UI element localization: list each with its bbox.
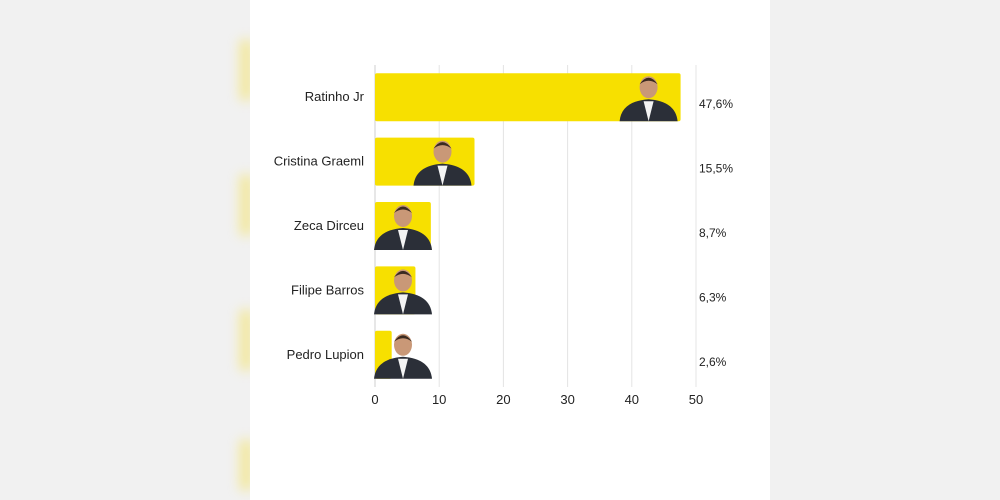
photo-shirt [398,358,408,379]
photo-hair [433,142,452,149]
blurred-bar-left [240,310,252,370]
x-tick-label: 0 [371,392,378,407]
value-labels: 47,6% 15,5% 8,7% 6,3% 2,6% [699,97,733,369]
blurred-bar-left [240,40,252,100]
category-label: Zeca Dirceu [294,218,364,233]
x-tick-label: 40 [625,392,639,407]
blurred-background-left [0,0,250,500]
photo-face [433,140,452,163]
x-tick-label: 20 [496,392,510,407]
photo-shirt [437,165,448,186]
blurred-bar-left [240,175,252,235]
photo-face [394,269,412,292]
photo-shirt [398,294,408,315]
blurred-background-right [770,0,1000,500]
category-labels: Ratinho Jr Cristina Graeml Zeca Dirceu Fili… [274,89,365,362]
photo-shirt [398,230,408,250]
value-label: 2,6% [699,355,727,369]
photo-hair [394,206,412,213]
value-label: 47,6% [699,97,733,111]
value-label: 8,7% [699,226,727,240]
photo-hair [394,335,412,342]
value-label: 6,3% [699,290,727,304]
category-label: Pedro Lupion [287,347,364,362]
bar [375,73,681,122]
person-photo [413,140,472,186]
value-label: 15,5% [699,162,733,176]
chart-card: Ratinho Jr Cristina Graeml Zeca Dirceu Fili… [250,0,770,500]
blurred-bar-left [240,440,252,490]
x-tick-label: 30 [560,392,574,407]
x-axis-ticks: 0 10 20 30 40 50 [371,392,703,407]
category-label: Ratinho Jr [305,89,365,104]
photo-face [639,76,658,99]
bar-chart: Ratinho Jr Cristina Graeml Zeca Dirceu Fili… [274,65,733,407]
person-photo [374,205,432,250]
x-tick-label: 10 [432,392,446,407]
person-photo [374,269,432,315]
person-photo [374,333,432,379]
x-tick-label: 50 [689,392,703,407]
person-photo [619,76,678,122]
photo-face [394,205,412,227]
photo-hair [639,77,658,85]
photo-hair [394,270,412,278]
category-label: Cristina Graeml [274,154,364,169]
photo-face [394,333,412,356]
category-label: Filipe Barros [291,282,364,297]
photos [374,76,678,379]
photo-shirt [643,101,654,122]
